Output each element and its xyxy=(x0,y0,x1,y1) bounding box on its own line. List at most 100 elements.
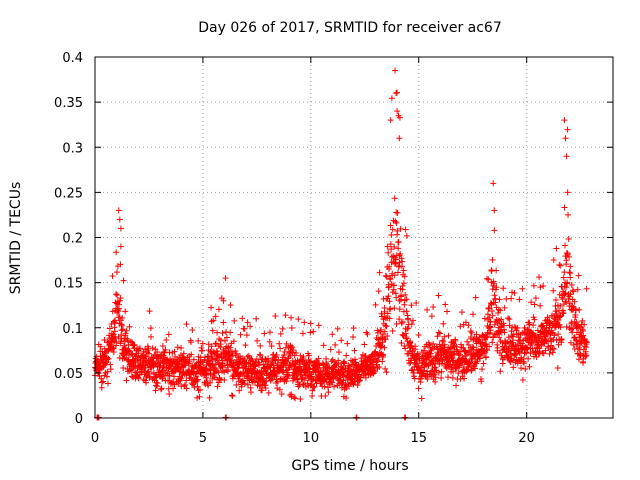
data-point xyxy=(186,358,193,365)
data-point xyxy=(338,337,345,344)
data-point xyxy=(401,273,408,280)
data-point xyxy=(377,326,384,333)
data-point xyxy=(191,384,198,391)
data-point xyxy=(405,315,412,322)
data-point xyxy=(393,294,400,301)
data-point xyxy=(483,275,490,282)
data-point xyxy=(277,345,284,352)
data-point xyxy=(382,272,389,279)
data-point xyxy=(401,301,408,308)
data-point xyxy=(98,384,105,391)
data-point xyxy=(321,383,328,390)
data-point xyxy=(391,261,398,268)
data-point xyxy=(560,274,567,281)
data-point xyxy=(251,363,258,370)
data-point xyxy=(484,347,491,354)
data-point xyxy=(528,299,535,306)
data-point xyxy=(566,253,573,260)
data-point xyxy=(223,328,230,335)
data-point xyxy=(512,351,519,358)
data-point xyxy=(310,328,317,335)
data-point xyxy=(152,374,159,381)
data-point xyxy=(384,310,391,317)
data-point xyxy=(444,353,451,360)
y-tick-label: 0.2 xyxy=(62,232,83,247)
data-point xyxy=(402,330,409,337)
data-point xyxy=(389,226,396,233)
data-point xyxy=(354,382,361,389)
data-point xyxy=(574,341,581,348)
data-point xyxy=(384,332,391,339)
data-point xyxy=(309,387,316,394)
data-point xyxy=(457,323,464,330)
data-point xyxy=(478,378,485,385)
data-point xyxy=(497,307,504,314)
data-point xyxy=(396,297,403,304)
data-point xyxy=(395,245,402,252)
data-point xyxy=(249,367,256,374)
x-tick-label: 5 xyxy=(199,431,207,446)
data-point xyxy=(563,323,570,330)
data-point xyxy=(273,352,280,359)
data-point xyxy=(498,352,505,359)
data-point xyxy=(531,316,538,323)
data-point xyxy=(293,349,300,356)
data-point xyxy=(540,283,547,290)
data-point xyxy=(441,341,448,348)
data-point xyxy=(395,238,402,245)
data-point xyxy=(511,324,518,331)
data-point xyxy=(114,292,121,299)
data-point xyxy=(393,321,400,328)
data-point xyxy=(120,277,127,284)
data-point xyxy=(381,344,388,351)
data-point xyxy=(331,383,338,390)
data-point xyxy=(557,324,564,331)
data-point xyxy=(558,336,565,343)
data-point xyxy=(145,347,152,354)
data-point xyxy=(447,344,454,351)
data-point xyxy=(257,352,264,359)
data-point xyxy=(525,355,532,362)
data-point xyxy=(299,330,306,337)
y-tick-label: 0.4 xyxy=(62,51,83,66)
data-point xyxy=(491,280,498,287)
data-point xyxy=(551,345,558,352)
data-point xyxy=(229,393,236,400)
data-point xyxy=(464,338,471,345)
data-point xyxy=(343,395,350,402)
data-point xyxy=(210,373,217,380)
data-point xyxy=(387,222,394,229)
y-tick-label: 0 xyxy=(75,412,83,427)
data-point xyxy=(335,360,342,367)
data-point xyxy=(436,361,443,368)
data-point xyxy=(461,375,468,382)
data-point xyxy=(553,296,560,303)
data-point xyxy=(467,328,474,335)
data-point xyxy=(236,361,243,368)
data-point xyxy=(553,245,560,252)
data-point xyxy=(572,314,579,321)
data-point xyxy=(407,338,414,345)
data-point xyxy=(546,350,553,357)
data-point xyxy=(504,339,511,346)
data-point xyxy=(400,280,407,287)
data-point xyxy=(208,353,215,360)
data-point xyxy=(438,375,445,382)
data-point xyxy=(241,380,248,387)
data-point xyxy=(567,291,574,298)
data-point xyxy=(579,317,586,324)
data-point xyxy=(561,269,568,276)
data-point xyxy=(194,377,201,384)
data-point xyxy=(329,379,336,386)
data-point xyxy=(379,358,386,365)
data-point xyxy=(340,377,347,384)
data-point xyxy=(468,329,475,336)
data-point xyxy=(459,309,466,316)
x-axis-label: GPS time / hours xyxy=(291,458,408,474)
data-point xyxy=(364,331,371,338)
data-point xyxy=(112,317,119,324)
data-point xyxy=(339,379,346,386)
data-point xyxy=(385,283,392,290)
data-point xyxy=(400,267,407,274)
data-point xyxy=(125,347,132,354)
